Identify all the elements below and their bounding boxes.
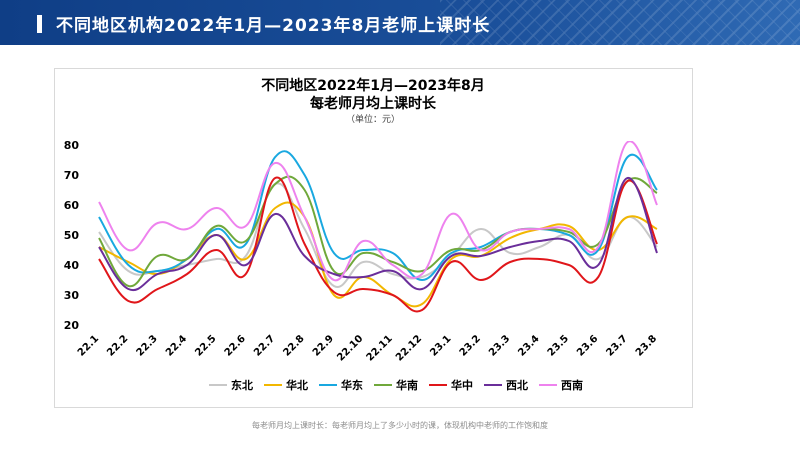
chart-panel: 不同地区2022年1月—2023年8月 每老师月均上课时长 （单位：元） 20 30 40… xyxy=(54,68,693,408)
y-tick-label: 40 xyxy=(64,259,80,272)
x-tick-label: 23.5 xyxy=(546,333,571,358)
x-tick-label: 22.8 xyxy=(281,333,306,358)
x-tick-label: 22.12 xyxy=(394,333,424,363)
x-tick-label: 23.2 xyxy=(458,333,483,358)
header-accent-bar xyxy=(37,15,42,33)
x-tick-label: 22.11 xyxy=(365,333,395,363)
chart-title-line1: 不同地区2022年1月—2023年8月 xyxy=(261,77,484,94)
x-tick-label: 23.6 xyxy=(575,333,600,358)
page-title: 不同地区机构2022年1月—2023年8月老师上课时长 xyxy=(56,16,491,36)
x-tick-label: 22.6 xyxy=(223,333,248,358)
legend-label: 华中 xyxy=(451,378,473,392)
x-tick-label: 22.2 xyxy=(105,333,130,358)
x-tick-label: 23.4 xyxy=(516,333,541,358)
x-tick-label: 23.8 xyxy=(634,333,659,358)
chart-subtitle: （单位：元） xyxy=(346,113,400,125)
x-tick-label: 23.1 xyxy=(428,333,453,358)
legend-label: 西北 xyxy=(506,378,528,392)
series-line-华南 xyxy=(98,175,658,288)
x-tick-label: 22.10 xyxy=(335,333,365,363)
header-pattern xyxy=(440,0,800,45)
page-header: 不同地区机构2022年1月—2023年8月老师上课时长 xyxy=(0,0,800,45)
y-tick-label: 50 xyxy=(64,229,80,242)
x-tick-label: 22.5 xyxy=(193,333,218,358)
series-line-西北 xyxy=(98,177,658,292)
x-tick-label: 23.7 xyxy=(605,333,630,358)
series-line-西南 xyxy=(98,141,658,282)
y-tick-label: 70 xyxy=(64,169,80,182)
y-tick-label: 60 xyxy=(64,199,80,212)
x-tick-label: 22.7 xyxy=(252,333,277,358)
x-tick-label: 22.1 xyxy=(76,333,101,358)
chart-title-line2: 每老师月均上课时长 xyxy=(310,95,437,112)
x-tick-label: 23.3 xyxy=(487,333,512,358)
footnote: 每老师月均上课时长：每老师月均上了多少小时的课，体现机构中老师的工作饱和度 xyxy=(252,421,548,430)
x-tick-label: 22.3 xyxy=(135,333,160,358)
legend-label: 华北 xyxy=(286,378,308,392)
series-line-华中 xyxy=(98,176,658,313)
legend-label: 西南 xyxy=(561,378,583,392)
x-tick-label: 22.4 xyxy=(164,333,189,358)
legend-label: 华南 xyxy=(396,378,418,392)
series-line-东北 xyxy=(98,182,658,288)
legend-label: 东北 xyxy=(231,378,253,392)
legend-label: 华东 xyxy=(341,378,363,392)
x-tick-label: 22.9 xyxy=(311,333,336,358)
y-tick-label: 80 xyxy=(64,139,80,152)
y-tick-label: 20 xyxy=(64,319,80,332)
y-tick-label: 30 xyxy=(64,289,80,302)
